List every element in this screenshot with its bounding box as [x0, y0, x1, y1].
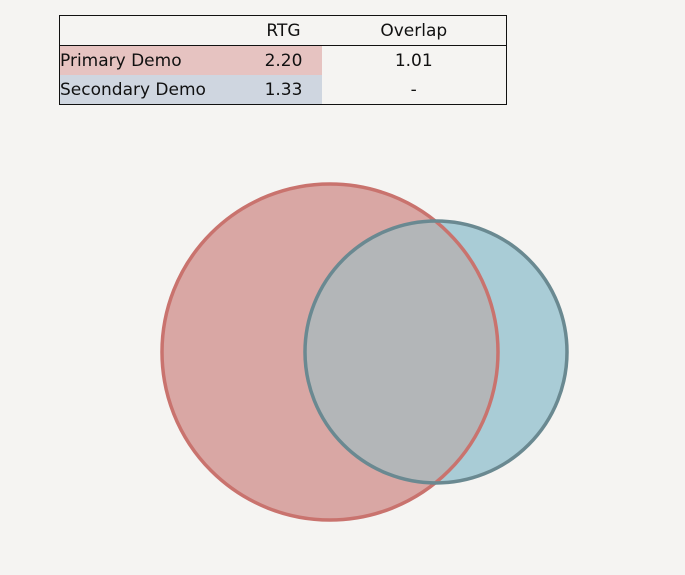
row-rtg: 1.33	[245, 75, 322, 105]
venn-overlap-region	[305, 221, 498, 483]
row-overlap: -	[410, 79, 417, 100]
table-header-row: RTG Overlap	[59, 16, 507, 46]
row-overlap: 1.01	[394, 50, 433, 71]
venn-outline-primary-demo	[160, 182, 500, 522]
header-overlap: Overlap	[380, 20, 448, 41]
header-rtg: RTG	[266, 20, 301, 41]
row-label: Primary Demo	[59, 45, 246, 75]
table-row-primary-demo: Primary Demo 2.20 1.01	[59, 45, 507, 75]
row-rtg: 2.20	[245, 45, 322, 75]
venn-outline-secondary-demo	[303, 219, 569, 485]
table-row-secondary-demo: Secondary Demo 1.33 -	[59, 75, 507, 105]
rating-table: RTG Overlap Primary Demo 2.20 1.01 Secon…	[59, 15, 507, 105]
row-label: Secondary Demo	[59, 75, 246, 105]
